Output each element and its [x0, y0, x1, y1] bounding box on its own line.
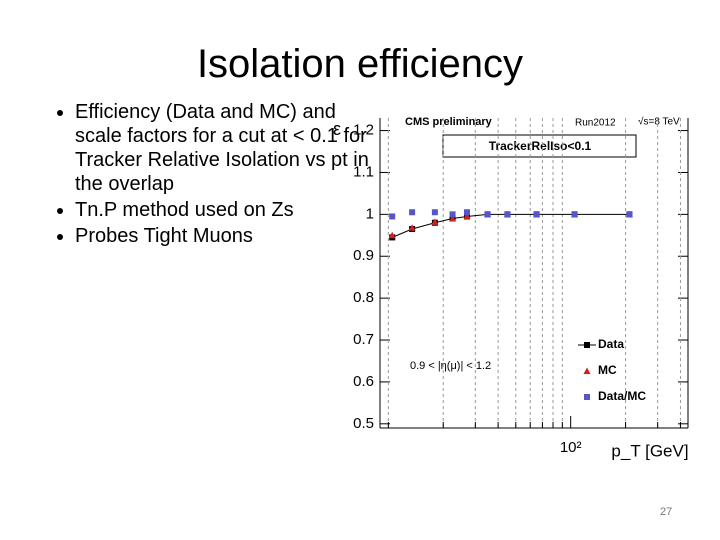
slide-title: Isolation efficiency: [196, 42, 524, 86]
data-point: [409, 209, 416, 216]
legend-label: MC: [598, 363, 617, 377]
y-tick-label: 1.1: [353, 163, 374, 180]
data-point: [463, 209, 470, 216]
y-tick-label: 0.5: [353, 415, 374, 432]
data-point: [449, 215, 457, 222]
data-point: [431, 209, 438, 216]
legend-marker: [584, 342, 590, 348]
y-tick-label: 0.9: [353, 247, 374, 264]
cut-box: [442, 134, 637, 158]
y-tick-label: 0.6: [353, 373, 374, 390]
bullet-list: Efficiency (Data and MC) and scale facto…: [30, 100, 375, 250]
x-axis-label: p_T [GeV]: [611, 441, 688, 460]
annotation: √s=8 TeV: [638, 116, 680, 128]
legend-label: Data: [598, 337, 624, 351]
data-point: [463, 212, 471, 220]
data-point: [626, 211, 633, 218]
data-line: [392, 213, 630, 238]
y-tick-label: 0.8: [353, 289, 374, 306]
legend-marker: [584, 394, 590, 400]
y-tick-label: 1: [366, 205, 374, 222]
data-point: [449, 211, 456, 218]
x-tick-label: 10²: [560, 439, 582, 456]
annotation: 0.9 < |η(μ)| < 1.2: [410, 360, 491, 372]
data-point: [571, 211, 578, 218]
annotation: CMS preliminary: [405, 116, 493, 128]
page-number: 27: [660, 506, 673, 518]
data-point: [431, 218, 439, 225]
data-point: [484, 211, 491, 218]
data-point: [388, 231, 396, 239]
legend-label: Data/MC: [598, 389, 646, 403]
annotation: TrackerRelIso<0.1: [489, 139, 592, 153]
y-tick-label: 0.7: [353, 331, 374, 348]
bullet: Probes Tight Muons: [75, 224, 375, 248]
y-tick-label: 1.2: [353, 122, 374, 139]
data-point: [408, 224, 416, 231]
legend-marker: [583, 367, 591, 374]
y-axis-label: ε: [333, 119, 341, 139]
bullet: Efficiency (Data and MC) and scale facto…: [75, 100, 375, 196]
data-point: [504, 211, 511, 218]
annotation: Run2012: [575, 118, 616, 129]
bullet: Tn.P method used on Zs: [75, 198, 375, 222]
data-point: [533, 211, 540, 218]
data-point: [389, 213, 396, 220]
